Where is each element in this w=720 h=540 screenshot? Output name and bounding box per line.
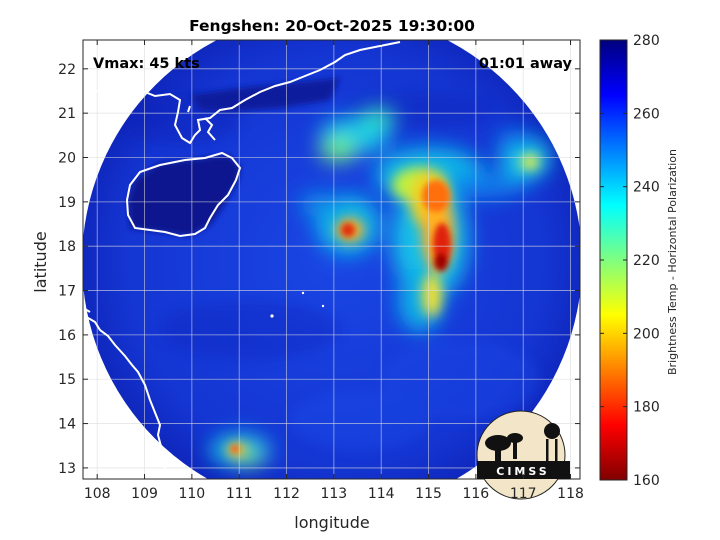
y-tick-label: 14 bbox=[58, 417, 76, 433]
logo-text: CIMSS bbox=[496, 465, 549, 478]
x-tick-label: 114 bbox=[368, 486, 395, 502]
y-axis: 22 21 20 19 18 17 16 15 14 13 bbox=[58, 62, 580, 477]
colorbar-tick-label: 220 bbox=[633, 253, 660, 269]
x-tick-label: 113 bbox=[320, 486, 347, 502]
y-tick-label: 13 bbox=[58, 461, 76, 477]
colorbar-tick-label: 280 bbox=[633, 33, 660, 49]
x-axis-label: longitude bbox=[294, 513, 369, 532]
x-tick-label: 110 bbox=[178, 486, 205, 502]
colorbar-tick-label: 180 bbox=[633, 400, 660, 416]
colorbar-tick-label: 160 bbox=[633, 473, 660, 489]
y-tick-label: 18 bbox=[58, 239, 76, 255]
x-tick-label: 118 bbox=[557, 486, 584, 502]
plot-area: Vmax: 45 kts 01:01 away CIMSS 108 109 110 1… bbox=[31, 39, 584, 532]
plot-frame bbox=[82, 39, 581, 480]
colorbar-tick-label: 260 bbox=[633, 106, 660, 122]
y-tick-label: 16 bbox=[58, 328, 76, 344]
y-tick-label: 17 bbox=[58, 284, 76, 300]
colorbar-scale bbox=[599, 39, 628, 481]
y-axis-label: latitude bbox=[31, 231, 50, 292]
colorbar-tick-label: 200 bbox=[633, 326, 660, 342]
colorbar: 280 260 240 220 200 180 160 Brightness Temp - … bbox=[599, 33, 679, 489]
x-tick-label: 116 bbox=[462, 486, 489, 502]
x-tick-label: 112 bbox=[273, 486, 300, 502]
cimss-logo: CIMSS bbox=[476, 410, 570, 500]
y-tick-label: 15 bbox=[58, 372, 76, 388]
y-tick-label: 19 bbox=[58, 195, 76, 211]
x-tick-label: 115 bbox=[415, 486, 442, 502]
y-tick-label: 22 bbox=[58, 62, 76, 78]
x-tick-label: 109 bbox=[131, 486, 158, 502]
x-tick-label: 111 bbox=[226, 486, 253, 502]
colorbar-tick-label: 240 bbox=[633, 180, 660, 196]
x-axis: 108 109 110 111 112 113 114 115 116 117 118 bbox=[84, 40, 584, 502]
time-away-label: 01:01 away bbox=[479, 56, 573, 72]
y-tick-label: 20 bbox=[58, 151, 76, 167]
colorbar-label: Brightness Temp - Horizontal Polarizatio… bbox=[666, 149, 679, 375]
vmax-label: Vmax: 45 kts bbox=[93, 56, 200, 72]
grid-lines bbox=[83, 40, 580, 479]
coastlines bbox=[83, 41, 401, 479]
y-tick-label: 21 bbox=[58, 106, 76, 122]
cloud-core-red bbox=[231, 180, 451, 453]
x-tick-label: 117 bbox=[510, 486, 537, 502]
chart-title: Fengshen: 20-Oct-2025 19:30:00 bbox=[189, 17, 475, 35]
x-tick-label: 108 bbox=[84, 486, 111, 502]
